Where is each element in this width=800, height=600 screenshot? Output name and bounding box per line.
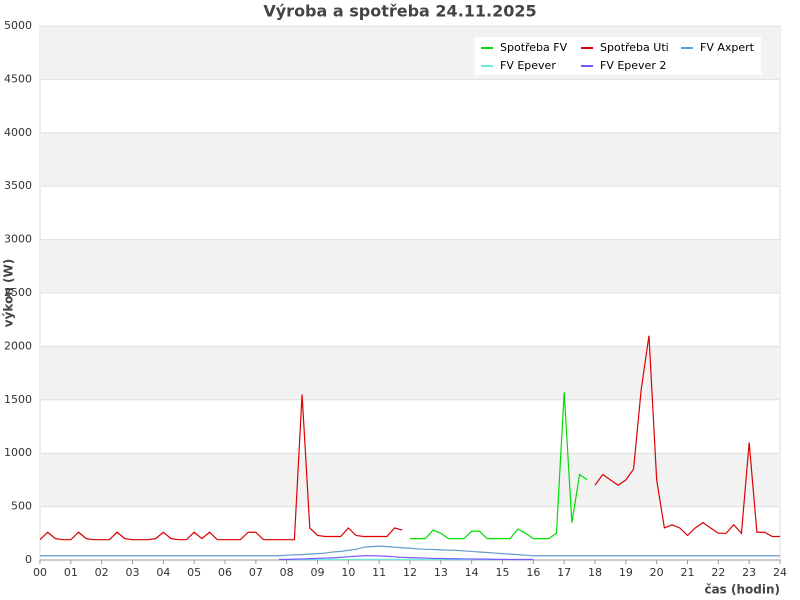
y-tick-label: 4000 (4, 126, 32, 139)
y-tick-label: 1500 (4, 393, 32, 406)
x-tick-label: 01 (64, 566, 78, 579)
x-tick-label: 22 (711, 566, 725, 579)
y-tick-label: 0 (25, 553, 32, 566)
x-tick-label: 15 (496, 566, 510, 579)
x-tick-label: 12 (403, 566, 417, 579)
x-tick-label: 07 (249, 566, 263, 579)
x-tick-label: 04 (156, 566, 170, 579)
series-line (410, 392, 588, 540)
x-tick-label: 18 (588, 566, 602, 579)
legend-box (475, 37, 761, 75)
series-line (40, 545, 780, 557)
legend-label: FV Epever (500, 59, 556, 72)
x-tick-label: 17 (557, 566, 571, 579)
grid-band (40, 453, 780, 507)
legend-label: Spotřeba Uti (600, 41, 669, 54)
y-tick-label: 3000 (4, 233, 32, 246)
x-tick-label: 08 (280, 566, 294, 579)
grid-band (40, 346, 780, 400)
x-tick-label: 14 (465, 566, 479, 579)
grid-band (40, 239, 780, 293)
series-line (278, 555, 534, 561)
x-tick-label: 10 (341, 566, 355, 579)
x-tick-label: 00 (33, 566, 47, 579)
y-tick-label: 5000 (4, 19, 32, 32)
legend: Spotřeba FV Spotřeba Uti FV Axpert FV Epeve… (475, 37, 761, 75)
x-tick-label: 16 (526, 566, 540, 579)
x-tick-label: 19 (619, 566, 633, 579)
x-tick-label: 05 (187, 566, 201, 579)
chart-title: Výroba a spotřeba 24.11.2025 (263, 2, 536, 21)
series-line (39, 335, 780, 541)
x-tick-label: 23 (742, 566, 756, 579)
legend-label: Spotřeba FV (500, 41, 568, 54)
x-tick-label: 13 (434, 566, 448, 579)
x-tick-label: 06 (218, 566, 232, 579)
legend-label: FV Epever 2 (600, 59, 666, 72)
x-tick-label: 09 (311, 566, 325, 579)
x-tick-label: 03 (126, 566, 140, 579)
y-tick-label: 4500 (4, 72, 32, 85)
y-tick-label: 500 (11, 500, 32, 513)
x-tick-label: 21 (681, 566, 695, 579)
y-tick-label: 2500 (4, 286, 32, 299)
x-tick-label: 11 (372, 566, 386, 579)
y-tick-label: 1000 (4, 446, 32, 459)
x-tick-label: 02 (95, 566, 109, 579)
legend-label: FV Axpert (700, 41, 755, 54)
grid-band (40, 132, 780, 187)
x-tick-label: 20 (650, 566, 664, 579)
y-tick-label: 2000 (4, 339, 32, 352)
y-axis-label: výkon (W) (2, 259, 16, 327)
x-axis-label: čas (hodin) (704, 583, 780, 597)
y-tick-label: 3500 (4, 179, 32, 192)
x-tick-label: 24 (773, 566, 787, 579)
